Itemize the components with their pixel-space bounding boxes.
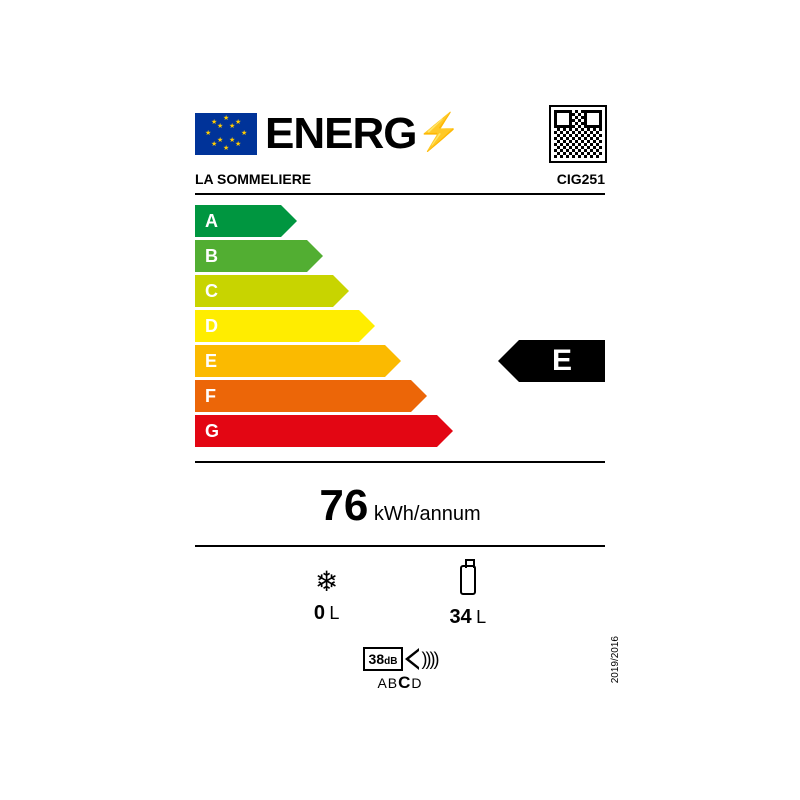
class-letter: A (205, 211, 218, 232)
lightning-icon: ⚡ (416, 111, 460, 153)
class-letter: E (205, 351, 217, 372)
scale-row-a: A (195, 205, 605, 237)
energy-title: ENERG⚡ (265, 109, 543, 159)
header: ★ ★ ★ ★ ★ ★ ★ ★ ★ ★ ★ ★ ENERG⚡ (195, 107, 605, 161)
model-row: LA SOMMELIERE CIG251 (195, 167, 605, 195)
speaker-icon: 38dB )))) (363, 647, 438, 671)
scale-row-b: B (195, 240, 605, 272)
class-bar-a: A (195, 205, 281, 237)
class-letter: B (205, 246, 218, 267)
class-letter: G (205, 421, 219, 442)
class-letter: F (205, 386, 216, 407)
annual-consumption: 76 kWh/annum (195, 481, 605, 531)
capacities: ❄ 0 L 34 L (195, 565, 605, 629)
class-bar-g: G (195, 415, 437, 447)
efficiency-scale: ABCDEEFG (195, 205, 605, 447)
scale-row-e: EE (195, 345, 605, 377)
regulation-ref: 2019/2016 (610, 636, 621, 683)
class-letter: C (205, 281, 218, 302)
fridge-capacity: 34 L (449, 565, 486, 629)
noise-class-scale: ABCD (195, 673, 605, 693)
rating-indicator: E (519, 340, 605, 382)
class-bar-f: F (195, 380, 411, 412)
divider (195, 461, 605, 463)
class-bar-d: D (195, 310, 359, 342)
consumption-value: 76 (319, 481, 368, 530)
freezer-capacity: ❄ 0 L (314, 565, 340, 629)
model-id: CIG251 (557, 171, 605, 187)
eu-flag-icon: ★ ★ ★ ★ ★ ★ ★ ★ ★ ★ ★ ★ (195, 113, 257, 155)
qr-code-icon (551, 107, 605, 161)
class-bar-e: E (195, 345, 385, 377)
scale-row-d: D (195, 310, 605, 342)
class-letter: D (205, 316, 218, 337)
energy-label: ★ ★ ★ ★ ★ ★ ★ ★ ★ ★ ★ ★ ENERG⚡ LA SOMMEL… (185, 107, 615, 693)
scale-row-c: C (195, 275, 605, 307)
noise-emission: 38dB )))) ABCD (195, 647, 605, 693)
class-bar-b: B (195, 240, 307, 272)
bottle-icon (449, 565, 486, 602)
divider (195, 545, 605, 547)
consumption-unit: kWh/annum (374, 503, 481, 525)
snowflake-icon: ❄ (314, 565, 340, 598)
class-bar-c: C (195, 275, 333, 307)
supplier-name: LA SOMMELIERE (195, 171, 311, 187)
scale-row-f: F (195, 380, 605, 412)
scale-row-g: G (195, 415, 605, 447)
